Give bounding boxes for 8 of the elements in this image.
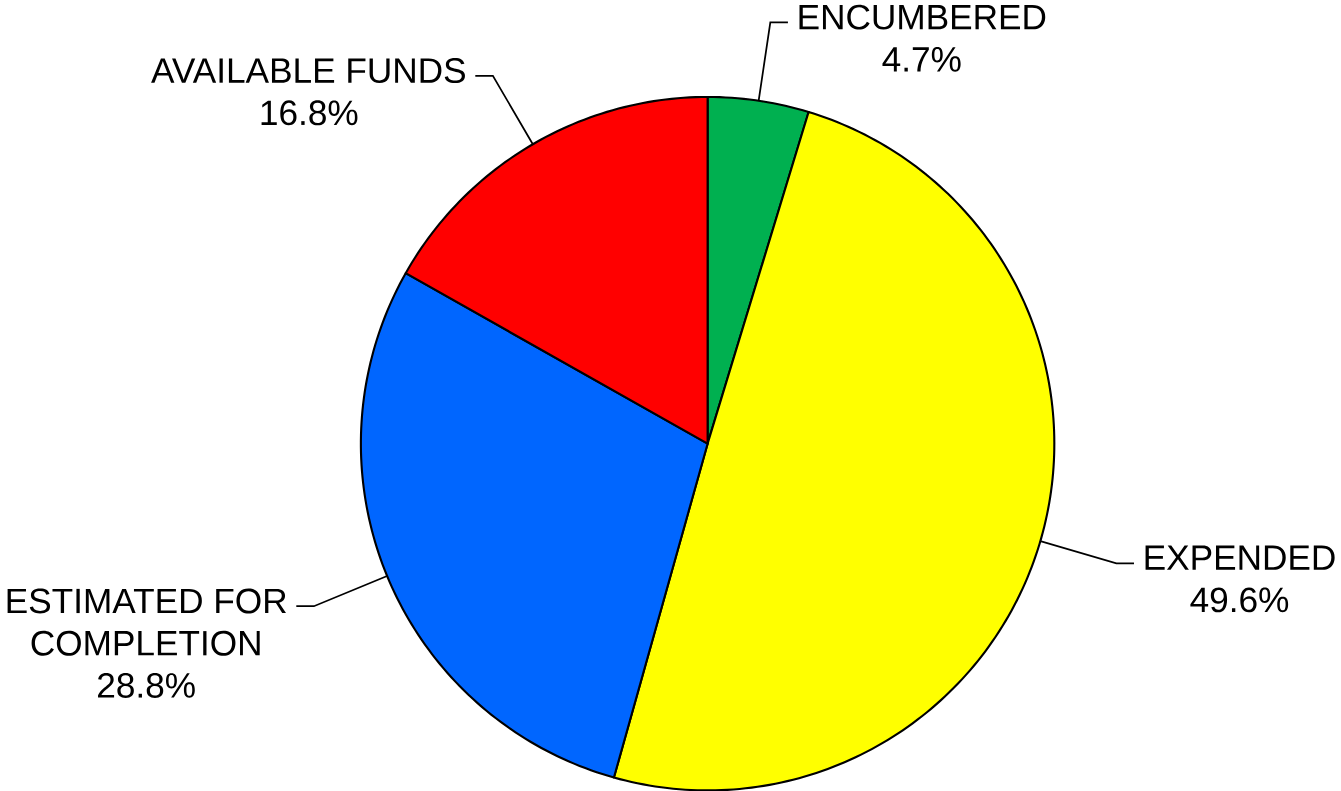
data-label: 4.7% [882, 46, 961, 72]
slice-label: AVAILABLE FUNDS [151, 57, 465, 83]
data-label: 28.8% [98, 672, 195, 698]
data-label: 49.6% [1190, 587, 1289, 613]
slice-label: ENCUMBERED [799, 4, 1046, 30]
slice-label: ESTIMATED FOR COMPLETION [7, 588, 286, 656]
data-label: 16.8% [261, 100, 358, 126]
slice-label: EXPENDED [1145, 545, 1335, 570]
